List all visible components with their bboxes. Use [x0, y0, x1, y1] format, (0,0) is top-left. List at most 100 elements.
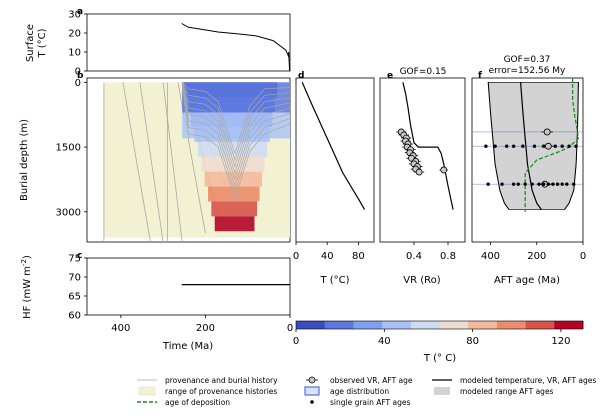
single-grain-dot: [511, 144, 516, 148]
single-grain-dot: [555, 182, 560, 186]
history-line: [181, 82, 291, 194]
panel-c: c 60 65 70 75 400 200 0 Time (Ma) HF (mW m-2): [20, 251, 293, 352]
panel-a-label: a: [77, 7, 83, 17]
single-grain-dot: [530, 182, 534, 186]
panel-b-plot: 0 1500 3000 Burial depth (m): [19, 78, 291, 243]
observed-aft-point: [543, 128, 551, 136]
panel-b: b 0 1500 3000 Burial depth (m): [19, 71, 291, 243]
modeled-aft-line: [487, 82, 510, 210]
x-axis-label: Time (Ma): [162, 341, 213, 352]
y-tick-label: 1500: [56, 143, 81, 154]
history-line: [181, 82, 291, 162]
y-axis-label: SurfaceT (°C): [25, 24, 48, 62]
single-grain-dot: [523, 182, 527, 186]
legend-label: single grain AFT ages: [330, 398, 410, 407]
colorbar-tick-label: 40: [378, 336, 391, 347]
burial-temperature-band: [211, 201, 258, 217]
legend-marker: [304, 386, 320, 396]
colorbar-segment: [324, 321, 354, 329]
x-tick-label: 80: [352, 251, 365, 262]
burial-temperature-band: [197, 141, 268, 157]
legend-label: modeled range AFT ages: [460, 387, 554, 396]
burial-temperature-band: [201, 156, 265, 172]
y-tick-label: 60: [68, 311, 81, 322]
history-line: [181, 82, 291, 188]
x-axis-label: AFT age (Ma): [494, 275, 560, 286]
colorbar-frame: [295, 320, 584, 330]
panel-c-label: c: [77, 251, 82, 261]
legend-label: age distribution: [330, 387, 389, 396]
panel-f-label: f: [478, 71, 482, 81]
panel-a-frame: [86, 13, 291, 72]
legend-label: provenance and burial history: [165, 376, 278, 385]
x-tick-label: 0.4: [406, 251, 422, 262]
colorbar-plot: 0 40 80 120 T (° C): [293, 320, 584, 364]
burial-temperature-band: [182, 82, 290, 113]
single-grain-dot: [486, 182, 490, 186]
single-grain-dot: [560, 144, 564, 148]
single-grain-dot: [565, 182, 569, 186]
single-grain-dot: [504, 144, 509, 148]
panel-f: f 400 200 0 AFT age (Ma) GOF=0.37error=152.5…: [471, 55, 586, 286]
history-line: [181, 82, 291, 168]
history-line: [181, 82, 291, 175]
y-tick-label: 75: [68, 254, 81, 265]
y-tick-label: 0: [75, 67, 81, 78]
single-grain-dot: [500, 182, 504, 186]
x-tick-label: 0: [293, 251, 299, 262]
panel-d-label: d: [298, 71, 304, 81]
history-line: [181, 82, 291, 181]
panel-c-frame: [86, 257, 291, 316]
panel-e: e 0.4 0.8 VR (Ro) GOF=0.15: [379, 67, 466, 286]
single-grain-dot: [541, 144, 546, 148]
colorbar: 0 40 80 120 T (° C): [293, 320, 584, 364]
single-grain-dot: [532, 144, 537, 148]
y-tick-label: 3000: [56, 207, 81, 218]
modeled-aft-line: [520, 82, 542, 210]
y-tick-label: 10: [68, 48, 81, 59]
legend-marker: [138, 386, 156, 396]
legend: provenance and burial history range of pr…: [137, 376, 596, 407]
colorbar-segment: [439, 321, 469, 329]
surface-temperature-line: [181, 23, 291, 72]
colorbar-label: T (° C): [423, 353, 456, 364]
single-grain-dot: [521, 144, 525, 148]
single-grain-dot: [574, 144, 578, 148]
panel-title: GOF=0.37: [504, 55, 551, 65]
single-grain-dot: [560, 182, 564, 186]
history-line: [122, 82, 151, 243]
panel-a: a 0 10 20 30 SurfaceT (°C): [25, 7, 291, 78]
observed-vr-point: [415, 168, 423, 176]
colorbar-tick-label: 80: [466, 336, 479, 347]
single-grain-dot: [511, 182, 516, 186]
y-axis-label: Burial depth (m): [19, 119, 30, 201]
colorbar-segment: [554, 321, 584, 329]
y-tick-label: 30: [68, 10, 81, 21]
y-tick-label: 20: [68, 29, 81, 40]
x-tick-label: 0: [580, 251, 586, 262]
panel-subtitle: error=152.56 My: [489, 66, 566, 76]
x-tick-label: 200: [527, 251, 546, 262]
panel-e-frame: [379, 77, 466, 243]
panel-d-plot: 0 40 80 T (°C): [293, 82, 366, 286]
burial-temperature-band: [204, 171, 263, 187]
observed-vr-point: [440, 166, 448, 174]
legend-marker: [308, 376, 316, 384]
x-tick-label: 400: [111, 323, 130, 334]
y-tick-label: 70: [68, 273, 81, 284]
legend-label: modeled temperature, VR, AFT ages: [460, 376, 596, 385]
single-grain-dot: [484, 144, 488, 148]
x-tick-label: 200: [196, 323, 215, 334]
single-grain-dot: [553, 144, 557, 148]
y-tick-label: 65: [68, 292, 81, 303]
y-axis-label: HF (mW m-2): [20, 255, 33, 319]
single-grain-dot: [567, 144, 571, 148]
y-tick-label: 0: [75, 78, 81, 89]
x-tick-label: 0: [287, 323, 293, 334]
panel-f-plot: 400 200 0 AFT age (Ma) GOF=0.37error=152.56 …: [472, 55, 586, 286]
single-grain-dot: [541, 182, 546, 186]
panel-e-plot: 0.4 0.8 VR (Ro) GOF=0.15: [396, 67, 456, 286]
panel-d: d 0 40 80 T (°C): [293, 71, 375, 286]
x-tick-label: 0.8: [440, 251, 456, 262]
